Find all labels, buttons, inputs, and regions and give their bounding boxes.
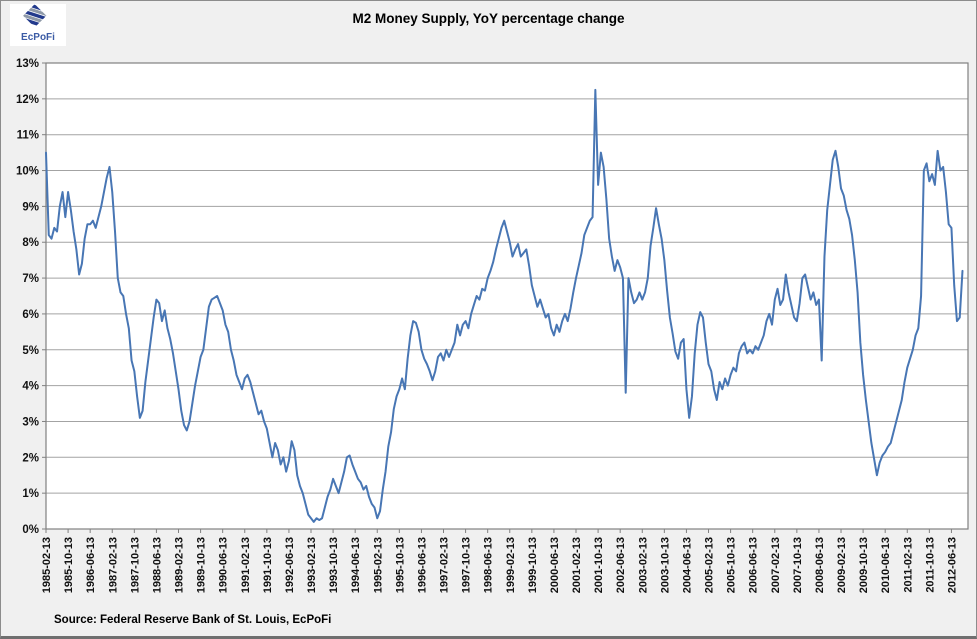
x-tick-label: 2004-06-13: [681, 537, 693, 593]
x-tick-label: 2007-10-13: [792, 537, 804, 593]
x-tick-label: 2008-06-13: [814, 537, 826, 593]
y-tick-label: 11%: [17, 130, 39, 142]
y-tick-label: 9%: [22, 201, 39, 213]
source-note: Source: Federal Reserve Bank of St. Loui…: [54, 614, 332, 626]
chart-title: M2 Money Supply, YoY percentage change: [352, 11, 625, 26]
x-tick-label: 2010-06-13: [880, 537, 892, 593]
y-tick-label: 5%: [22, 345, 39, 357]
x-tick-label: 2007-02-13: [770, 537, 782, 593]
x-tick-label: 1994-06-13: [350, 537, 362, 593]
x-tick-label: 1992-06-13: [284, 537, 296, 593]
plot-area: [46, 63, 968, 529]
y-tick-label: 7%: [22, 273, 39, 285]
y-tick-label: 0%: [22, 524, 39, 536]
x-tick-label: 2001-02-13: [571, 537, 583, 593]
x-tick-label: 2000-06-13: [549, 537, 561, 593]
x-tick-label: 2005-10-13: [726, 537, 738, 593]
y-tick-label: 3%: [22, 416, 39, 428]
x-tick-label: 1991-10-13: [262, 537, 274, 593]
x-tick-label: 1990-06-13: [218, 537, 230, 593]
x-tick-label: 1986-06-13: [85, 537, 97, 593]
x-tick-label: 2009-02-13: [836, 537, 848, 593]
x-tick-label: 1985-10-13: [63, 537, 75, 593]
x-tick-label: 1989-10-13: [196, 537, 208, 593]
x-tick-label: 2001-10-13: [593, 537, 605, 593]
x-tick-label: 1999-10-13: [527, 537, 539, 593]
x-tick-label: 1997-02-13: [439, 537, 451, 593]
logo-box: EcPoFi: [10, 4, 66, 46]
x-tick-label: 1995-02-13: [372, 537, 384, 593]
y-tick-label: 8%: [22, 237, 39, 249]
y-tick-label: 4%: [22, 381, 39, 393]
x-tick-label: 1988-06-13: [151, 537, 163, 593]
x-tick-label: 1995-10-13: [394, 537, 406, 593]
ecpofi-logo-icon: [23, 4, 47, 28]
series-line: [45, 88, 964, 523]
x-tick-label: 2002-06-13: [615, 537, 627, 593]
x-tick-label: 2006-06-13: [748, 537, 760, 593]
plot-border: [45, 62, 969, 530]
x-tick-label: 2011-10-13: [924, 537, 936, 593]
y-tick-label: 12%: [16, 94, 39, 106]
x-tick-label: 2011-02-13: [902, 537, 914, 593]
x-tick-label: 2009-10-13: [858, 537, 870, 593]
y-tick-label: 6%: [22, 309, 39, 321]
x-tick-label: 1991-02-13: [240, 537, 252, 593]
logo-text: EcPoFi: [21, 32, 55, 43]
x-tick-label: 1998-06-13: [483, 537, 495, 593]
y-tick-label: 1%: [22, 488, 39, 500]
x-tick-label: 2005-02-13: [704, 537, 716, 593]
x-tick-label: 1993-10-13: [328, 537, 340, 593]
x-tick-label: 1987-10-13: [129, 537, 141, 593]
x-tick-label: 1985-02-13: [41, 537, 53, 593]
x-tick-label: 2003-10-13: [659, 537, 671, 593]
x-tick-label: 1996-06-13: [416, 537, 428, 593]
y-tick-label: 2%: [22, 452, 39, 464]
x-tick-label: 1997-10-13: [461, 537, 473, 593]
x-tick-label: 1999-02-13: [505, 537, 517, 593]
x-tick-label: 2003-02-13: [637, 537, 649, 593]
x-tick-label: 2012-06-13: [946, 537, 958, 593]
x-tick-label: 1993-02-13: [306, 537, 318, 593]
x-tick-label: 1989-02-13: [174, 537, 186, 593]
y-tick-label: 13%: [16, 58, 39, 70]
x-tick-label: 1987-02-13: [107, 537, 119, 593]
y-tick-label: 10%: [16, 166, 39, 178]
